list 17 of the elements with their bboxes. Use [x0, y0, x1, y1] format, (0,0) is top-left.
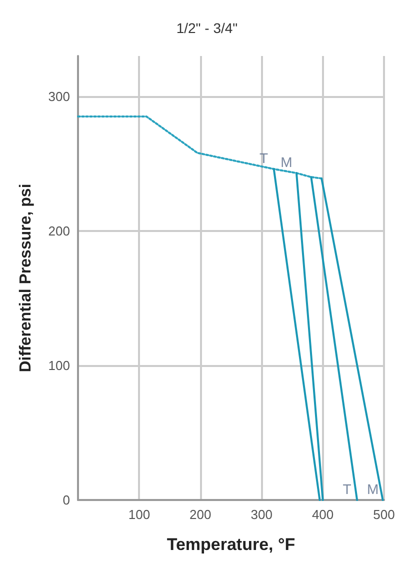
x-tick-label: 400 — [312, 507, 334, 522]
chart-title: 1/2" - 3/4" — [176, 20, 238, 36]
x-tick-label: 100 — [128, 507, 150, 522]
annotation: T — [260, 150, 269, 166]
annotation: M — [280, 154, 292, 170]
x-tick-label: 300 — [250, 507, 272, 522]
x-tick-label: 500 — [373, 507, 395, 522]
x-axis-title: Temperature, °F — [166, 535, 296, 554]
annotation: M — [366, 481, 379, 497]
y-tick-label: 0 — [62, 492, 70, 508]
y-tick-label: 300 — [48, 88, 70, 104]
y-axis-title: Differential Pressure, psi — [18, 184, 34, 372]
x-tick-label: 200 — [190, 507, 212, 522]
y-tick-label: 200 — [48, 223, 70, 238]
annotation: T — [342, 481, 352, 497]
y-tick-label: 100 — [48, 358, 70, 373]
line-series — [77, 116, 323, 180]
